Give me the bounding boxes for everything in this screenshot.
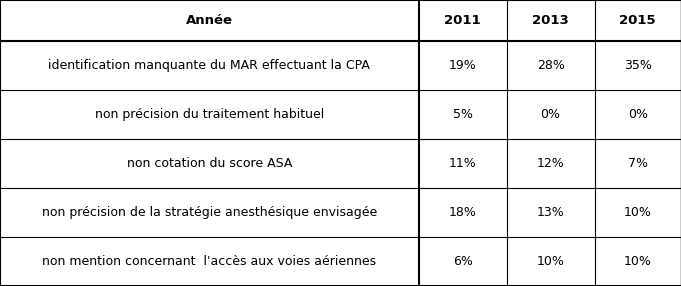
Text: 0%: 0% [628,108,648,121]
Text: 12%: 12% [537,157,565,170]
Text: 2011: 2011 [445,14,481,27]
Bar [595,188,681,237]
Text: 0%: 0% [541,108,560,121]
Bar [0,0,419,41]
Text: 6%: 6% [453,255,473,268]
Text: 10%: 10% [624,206,652,219]
Text: 5%: 5% [453,108,473,121]
Bar [507,90,595,139]
Text: 13%: 13% [537,206,565,219]
Text: 2015: 2015 [620,14,656,27]
Bar [0,139,419,188]
Text: non précision de la stratégie anesthésique envisagée: non précision de la stratégie anesthésiq… [42,206,377,219]
Bar [507,139,595,188]
Text: 28%: 28% [537,59,565,72]
Bar [595,90,681,139]
Text: 10%: 10% [624,255,652,268]
Bar [419,90,507,139]
Bar [507,0,595,41]
Text: 7%: 7% [628,157,648,170]
Bar [595,237,681,286]
Bar [419,237,507,286]
Bar [595,139,681,188]
Text: Année: Année [186,14,233,27]
Text: 19%: 19% [449,59,477,72]
Text: non mention concernant  l'accès aux voies aériennes: non mention concernant l'accès aux voies… [42,255,377,268]
Text: 11%: 11% [449,157,477,170]
Bar [0,41,419,90]
Text: identification manquante du MAR effectuant la CPA: identification manquante du MAR effectua… [48,59,370,72]
Text: 10%: 10% [537,255,565,268]
Bar [0,188,419,237]
Bar [595,0,681,41]
Text: 2013: 2013 [533,14,569,27]
Text: non précision du traitement habituel: non précision du traitement habituel [95,108,324,121]
Bar [507,41,595,90]
Bar [595,41,681,90]
Bar [507,188,595,237]
Bar [0,90,419,139]
Text: 18%: 18% [449,206,477,219]
Text: 35%: 35% [624,59,652,72]
Bar [507,237,595,286]
Bar [419,0,507,41]
Bar [419,188,507,237]
Bar [419,139,507,188]
Bar [419,41,507,90]
Text: non cotation du score ASA: non cotation du score ASA [127,157,292,170]
Bar [0,237,419,286]
